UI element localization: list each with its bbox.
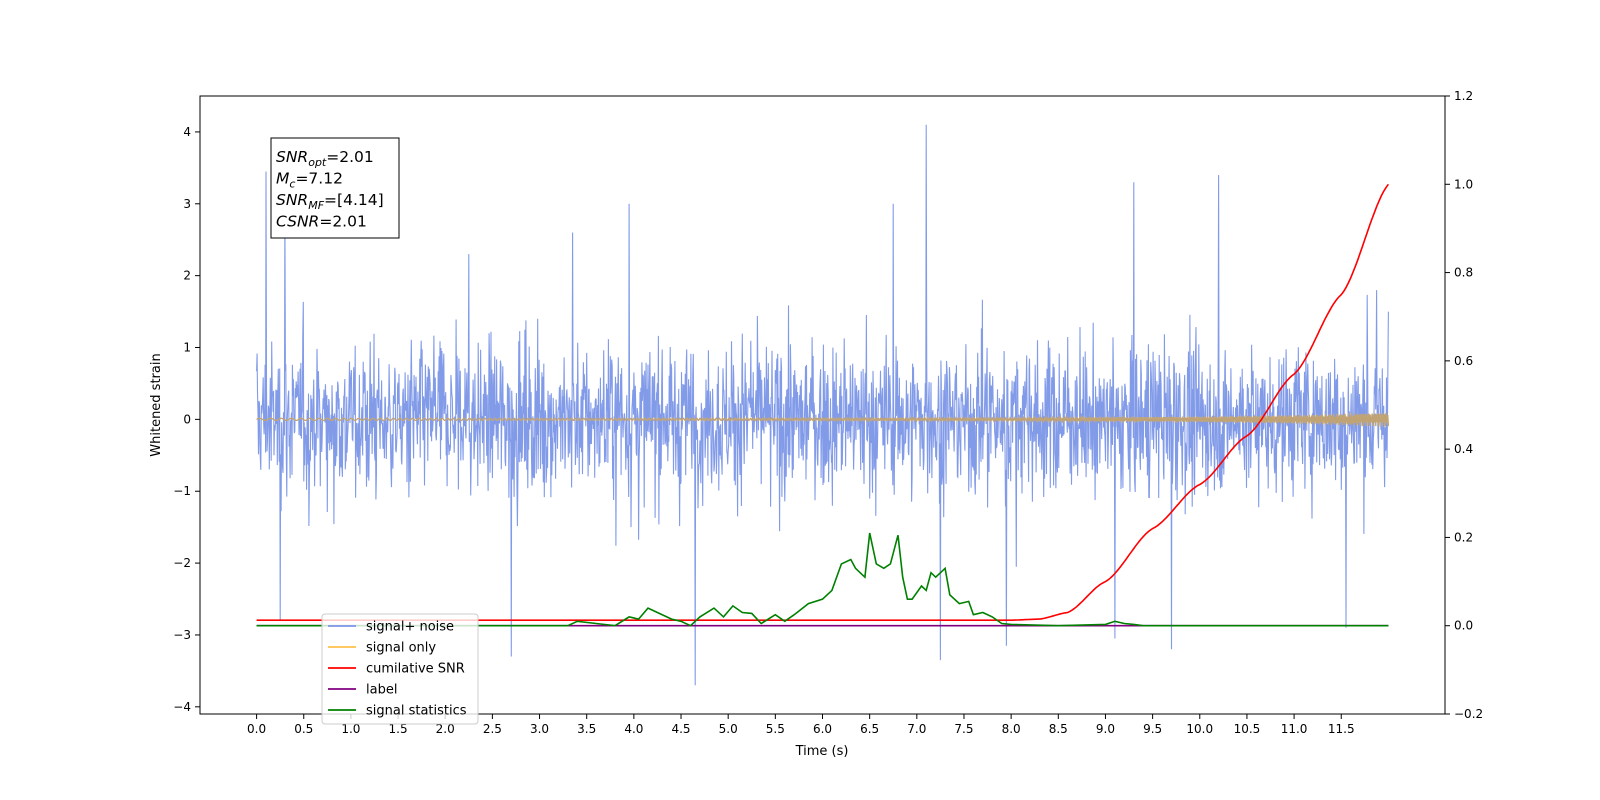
annotation-subscript: c bbox=[289, 178, 295, 191]
y-right-tick-label: 1.0 bbox=[1454, 177, 1473, 191]
x-tick-label: 8.5 bbox=[1049, 722, 1068, 736]
y-right-tick-label: 0.2 bbox=[1454, 530, 1473, 544]
annotation-line: CSNR=2.01 bbox=[276, 213, 367, 231]
x-tick-label: 9.5 bbox=[1143, 722, 1162, 736]
annotation-value: =[4.14] bbox=[324, 191, 384, 209]
y-right-tick-label: 0.0 bbox=[1454, 619, 1473, 633]
y-axis-left: −4 −3 −2 −1 0 1 2 3 4 bbox=[173, 125, 200, 714]
annotation-line: SNRMF=[4.14] bbox=[276, 191, 384, 212]
series-signal-only-overlay bbox=[256, 412, 1389, 427]
annotation-line: Mc=7.12 bbox=[276, 170, 343, 191]
series-layer bbox=[256, 124, 1390, 686]
annotation-symbol: M bbox=[276, 170, 289, 188]
y-right-tick-label: 0.4 bbox=[1454, 442, 1473, 456]
y-left-tick-label: 2 bbox=[183, 269, 191, 283]
y-right-tick-label: 0.8 bbox=[1454, 266, 1473, 280]
x-tick-label: 2.0 bbox=[436, 722, 455, 736]
y-axis-right: −0.2 0.0 0.2 0.4 0.6 0.8 1.0 1.2 bbox=[1445, 89, 1483, 721]
legend-label: signal statistics bbox=[366, 704, 467, 719]
legend-label: signal+ noise bbox=[366, 620, 454, 635]
y-left-tick-label: −2 bbox=[173, 556, 191, 570]
x-tick-label: 8.0 bbox=[1002, 722, 1021, 736]
annotation-frame bbox=[270, 137, 400, 239]
x-tick-label: 3.0 bbox=[530, 722, 549, 736]
x-tick-label: 0.5 bbox=[294, 722, 313, 736]
x-tick-label: 6.5 bbox=[860, 722, 879, 736]
x-axis: 0.0 0.5 1.0 1.5 2.0 2.5 3.0 3.5 4.0 4.5 5.0 5.5 6.0 6… bbox=[247, 714, 1355, 736]
y-left-tick-label: 0 bbox=[183, 412, 191, 426]
x-tick-label: 0.0 bbox=[247, 722, 266, 736]
annotation-value: =2.01 bbox=[326, 148, 374, 166]
x-tick-label: 1.0 bbox=[341, 722, 360, 736]
x-tick-label: 4.5 bbox=[671, 722, 690, 736]
annotation-subscript: opt bbox=[308, 156, 327, 169]
series-signal-statistics-line bbox=[256, 532, 1389, 627]
x-tick-label: 7.0 bbox=[907, 722, 926, 736]
x-tick-label: 5.5 bbox=[766, 722, 785, 736]
y-left-tick-label: 4 bbox=[183, 125, 191, 139]
x-tick-label: 1.5 bbox=[389, 722, 408, 736]
series-signal-noise-line bbox=[256, 124, 1389, 686]
y-left-tick-label: −1 bbox=[173, 484, 191, 498]
legend-label: signal only bbox=[366, 641, 436, 656]
series-cumilative-snr-line bbox=[256, 183, 1390, 621]
annotation-subscript: MF bbox=[308, 199, 324, 212]
x-tick-label: 5.0 bbox=[719, 722, 738, 736]
x-tick-label: 6.0 bbox=[813, 722, 832, 736]
x-tick-label: 3.5 bbox=[577, 722, 596, 736]
legend: signal+ noise signal only cumilative SNR la… bbox=[321, 613, 479, 725]
x-tick-label: 9.0 bbox=[1096, 722, 1115, 736]
x-tick-label: 4.0 bbox=[624, 722, 643, 736]
y-left-tick-label: −4 bbox=[173, 700, 191, 714]
legend-label: cumilative SNR bbox=[366, 662, 465, 677]
x-tick-label: 11.5 bbox=[1328, 722, 1355, 736]
annotation-value: =7.12 bbox=[295, 170, 343, 188]
y-left-tick-label: 3 bbox=[183, 197, 191, 211]
annotation-line: SNRopt=2.01 bbox=[276, 148, 374, 169]
y-right-tick-label: 0.6 bbox=[1454, 354, 1473, 368]
annotation-symbol: SNR bbox=[276, 148, 308, 166]
legend-frame bbox=[321, 613, 479, 725]
legend-label: label bbox=[366, 683, 397, 698]
x-axis-label: Time (s) bbox=[795, 744, 849, 759]
y-axis-label: Whitened strain bbox=[149, 353, 164, 456]
y-right-tick-label: 1.2 bbox=[1454, 89, 1473, 103]
x-tick-label: 2.5 bbox=[483, 722, 502, 736]
x-tick-label: 7.5 bbox=[954, 722, 973, 736]
x-tick-label: 10.5 bbox=[1234, 722, 1261, 736]
y-left-tick-label: 1 bbox=[183, 341, 191, 355]
annotation-symbol: CSNR bbox=[276, 213, 319, 231]
y-left-tick-label: −3 bbox=[173, 628, 191, 642]
y-right-tick-label: −0.2 bbox=[1454, 707, 1483, 721]
x-tick-label: 10.0 bbox=[1186, 722, 1213, 736]
x-tick-label: 11.0 bbox=[1281, 722, 1308, 736]
annotation-value: =2.01 bbox=[319, 213, 367, 231]
annotation-symbol: SNR bbox=[276, 191, 308, 209]
